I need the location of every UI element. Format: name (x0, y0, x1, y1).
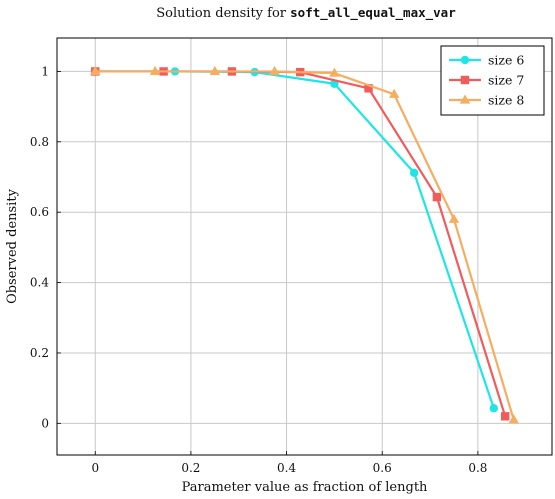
legend-item: size 6 (449, 53, 524, 68)
data-point (448, 213, 460, 223)
legend-item: size 8 (449, 93, 524, 108)
x-axis-label: Parameter value as fraction of length (182, 480, 428, 495)
series-line (95, 70, 515, 421)
legend-label: size 7 (488, 73, 524, 88)
plot-frame (56, 37, 553, 456)
series-line (95, 70, 507, 417)
legend-marker (459, 94, 471, 104)
chart-title-prefix: Solution density for (156, 6, 290, 21)
series-size-8 (90, 65, 519, 424)
y-tick-label: 0.4 (30, 276, 49, 290)
series-layer (90, 65, 519, 424)
data-point (432, 192, 442, 202)
y-tick-label: 1 (41, 64, 49, 78)
x-tick-label: 0.6 (373, 461, 392, 475)
legend: size 6 size 7 size 8 (440, 45, 545, 116)
data-point (364, 84, 373, 93)
data-point (409, 168, 419, 177)
y-tick-label: 0 (41, 416, 49, 430)
legend-label: size 8 (488, 93, 524, 108)
y-axis-label: Observed density (5, 188, 20, 303)
data-point (90, 65, 101, 76)
data-point (209, 65, 221, 76)
y-tick-label: 0.6 (30, 205, 49, 219)
tick-labels: 0 0.2 0.4 0.6 0.8 0 0.2 0.4 0.6 0.8 1 (30, 64, 488, 475)
chart-title-code: soft_all_equal_max_var (290, 5, 456, 21)
data-point (508, 414, 519, 424)
data-point (500, 412, 510, 421)
y-tick-label: 0.8 (30, 135, 49, 149)
x-tick-label: 0.8 (468, 461, 487, 475)
data-point (489, 403, 498, 413)
legend-label: size 6 (488, 53, 524, 68)
chart-title: Solution density for soft_all_equal_max_… (156, 5, 456, 21)
legend-marker (460, 55, 470, 65)
series-size-6 (91, 67, 498, 413)
y-tick-label: 0.2 (30, 346, 49, 360)
legend-item: size 7 (449, 73, 524, 88)
data-point (269, 65, 280, 76)
x-tick-label: 0.4 (277, 461, 296, 475)
data-point (149, 65, 161, 76)
x-tick-label: 0.2 (181, 461, 200, 475)
x-tick-label: 0 (91, 461, 99, 475)
legend-marker (460, 75, 470, 85)
series-line (95, 70, 495, 409)
data-point (329, 67, 340, 77)
series-size-7 (91, 67, 510, 421)
data-point (388, 88, 400, 98)
